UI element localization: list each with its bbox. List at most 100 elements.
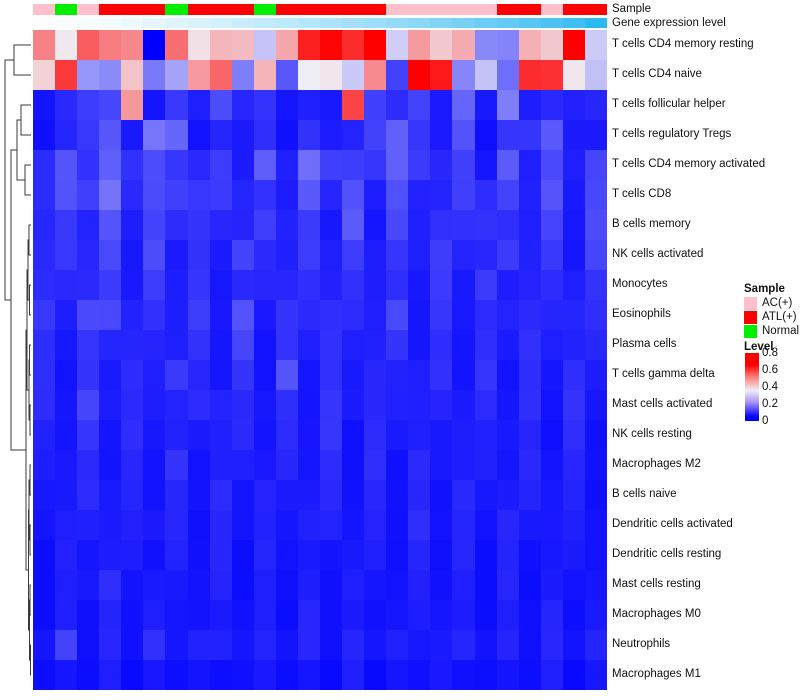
sample-legend-swatch	[744, 325, 757, 338]
heatmap-cell	[540, 90, 563, 120]
heatmap-cell	[408, 450, 431, 480]
sample-legend-label: Normal	[762, 325, 800, 337]
heatmap-cell	[187, 420, 210, 450]
heatmap-cell	[187, 210, 210, 240]
heatmap-cell	[121, 630, 144, 660]
heatmap-row-label: Macrophages M2	[612, 458, 701, 470]
gene-expression-annotation-cell	[77, 18, 100, 28]
heatmap-row	[33, 660, 608, 690]
heatmap-cell	[121, 600, 144, 630]
heatmap-cell	[275, 30, 298, 60]
heatmap-cell	[209, 630, 232, 660]
heatmap-cell	[165, 330, 188, 360]
heatmap-cell	[165, 600, 188, 630]
heatmap-cell	[253, 240, 276, 270]
heatmap-cell	[33, 150, 56, 180]
gene-expression-annotation-cell	[562, 18, 585, 28]
heatmap-cell	[187, 390, 210, 420]
heatmap-cell	[275, 60, 298, 90]
gene-expression-annotation-cell	[518, 18, 541, 28]
heatmap-cell	[231, 180, 254, 210]
sample-legend-item[interactable]: ATL(+)	[744, 311, 797, 324]
heatmap-cell	[584, 180, 608, 210]
heatmap-cell	[297, 420, 321, 450]
heatmap-cell	[77, 630, 100, 660]
heatmap-cell	[275, 360, 298, 390]
heatmap-cell	[77, 300, 100, 330]
heatmap-cell	[474, 570, 497, 600]
heatmap-cell	[386, 30, 409, 60]
heatmap-row	[33, 90, 608, 120]
heatmap-cell	[99, 30, 122, 60]
sample-legend-item[interactable]: AC(+)	[744, 297, 792, 310]
heatmap-cell	[253, 630, 276, 660]
heatmap-cell	[187, 330, 210, 360]
heatmap-cell	[430, 180, 453, 210]
heatmap-cell	[209, 180, 232, 210]
heatmap-cell	[540, 630, 563, 660]
heatmap-row	[33, 390, 608, 420]
heatmap-cell	[364, 630, 387, 660]
heatmap-cell	[364, 600, 387, 630]
sample-annotation-cell	[143, 4, 166, 15]
heatmap-cell	[408, 180, 431, 210]
heatmap-cell	[165, 270, 188, 300]
sample-annotation-cell	[474, 4, 497, 15]
heatmap-cell	[540, 240, 563, 270]
heatmap-cell	[165, 360, 188, 390]
heatmap-cell	[297, 600, 321, 630]
heatmap-cell	[99, 390, 122, 420]
heatmap-cell	[187, 300, 210, 330]
heatmap-cell	[231, 630, 254, 660]
heatmap-cell	[121, 330, 144, 360]
heatmap-row-label: T cells follicular helper	[612, 98, 726, 110]
heatmap-cell	[165, 450, 188, 480]
level-tick-label: 0.2	[762, 398, 778, 410]
heatmap-cell	[584, 210, 608, 240]
heatmap-cell	[297, 180, 321, 210]
sample-legend-item[interactable]: Normal	[744, 325, 799, 338]
heatmap-cell	[584, 90, 608, 120]
heatmap-cell	[121, 150, 144, 180]
heatmap-cell	[342, 660, 365, 690]
heatmap-cell	[452, 390, 475, 420]
heatmap-cell	[342, 150, 365, 180]
heatmap-cell	[231, 600, 254, 630]
heatmap-cell	[562, 420, 585, 450]
heatmap-cell	[474, 420, 497, 450]
heatmap-cell	[99, 600, 122, 630]
heatmap-cell	[474, 240, 497, 270]
gene-expression-annotation-cell	[165, 18, 188, 28]
heatmap-cell	[165, 150, 188, 180]
gene-expression-annotation-cell	[143, 18, 166, 28]
heatmap-cell	[474, 60, 497, 90]
heatmap-cell	[77, 150, 100, 180]
heatmap-cell	[275, 480, 298, 510]
sample-annotation-cell	[253, 4, 276, 15]
heatmap-cell	[231, 360, 254, 390]
heatmap-cell	[143, 390, 166, 420]
heatmap-row-label: NK cells activated	[612, 248, 704, 260]
heatmap-cell	[496, 270, 519, 300]
heatmap-cell	[342, 390, 365, 420]
heatmap-cell	[165, 630, 188, 660]
heatmap-grid	[33, 30, 608, 690]
heatmap-cell	[99, 630, 122, 660]
heatmap-cell	[209, 150, 232, 180]
heatmap-cell	[364, 270, 387, 300]
heatmap-cell	[452, 510, 475, 540]
heatmap-cell	[408, 540, 431, 570]
heatmap-row-label: T cells CD4 naive	[612, 68, 702, 80]
heatmap-row	[33, 360, 608, 390]
heatmap-cell	[474, 180, 497, 210]
heatmap-cell	[430, 540, 453, 570]
heatmap-cell	[496, 240, 519, 270]
heatmap-row-label: T cells gamma delta	[612, 368, 715, 380]
heatmap-cell	[121, 210, 144, 240]
sample-annotation-cell	[33, 4, 56, 15]
heatmap-cell	[540, 360, 563, 390]
heatmap-cell	[165, 60, 188, 90]
heatmap-cell	[121, 360, 144, 390]
heatmap-cell	[231, 510, 254, 540]
heatmap-cell	[342, 600, 365, 630]
